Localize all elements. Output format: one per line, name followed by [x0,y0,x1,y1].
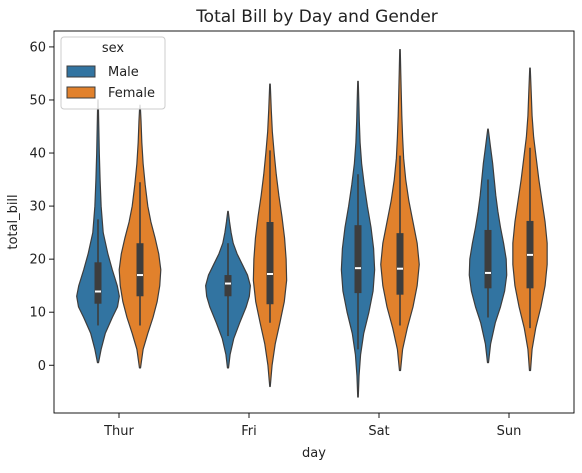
legend: sex Male Female [60,36,166,110]
y-tick-label: 10 [29,306,46,321]
violins-layer [76,48,548,398]
x-tick-label: Fri [241,424,257,439]
chart-title: Total Bill by Day and Gender [195,7,438,27]
y-axis-label: total_bill [6,194,21,249]
iqr-box-male-thur [94,262,102,304]
y-tick-label: 20 [29,253,46,268]
iqr-box-female-sat [396,233,404,295]
x-axis-label: day [302,446,326,461]
y-tick-label: 0 [38,359,46,374]
legend-label-female: Female [108,86,155,101]
iqr-box-male-sun [484,229,492,289]
iqr-box-female-thur [136,243,144,297]
y-axis: 0 10 20 30 40 50 60 [29,40,54,374]
plot-frame [53,30,575,414]
y-tick-label: 50 [29,93,46,108]
y-tick-label: 60 [29,40,46,55]
iqr-box-female-fri [266,222,274,305]
y-tick-label: 30 [29,200,46,215]
legend-label-male: Male [108,65,139,80]
x-tick-label: Sat [368,424,389,439]
y-tick-label: 40 [29,147,46,162]
x-tick-label: Sun [497,424,522,439]
x-tick-label: Thur [103,424,134,439]
iqr-box-male-fri [224,275,232,297]
legend-title: sex [102,41,125,56]
legend-swatch-male [66,65,96,78]
legend-swatch-female [66,86,96,99]
iqr-box-male-sat [354,225,362,294]
x-axis: Thur Fri Sat Sun [103,413,521,439]
